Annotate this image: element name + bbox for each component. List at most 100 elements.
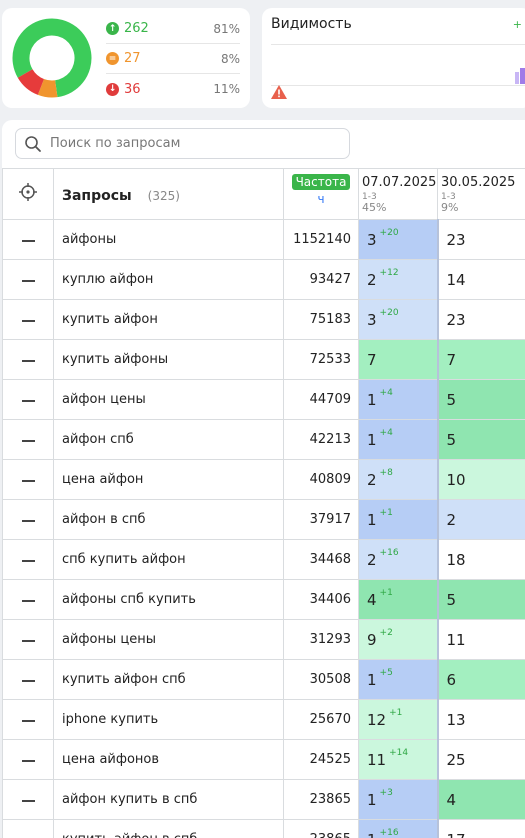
row-action-cell[interactable]	[2, 539, 54, 580]
query-cell[interactable]: айфоны спб купить	[53, 579, 284, 620]
collapse-dash-icon[interactable]	[21, 359, 35, 362]
position-cell[interactable]: 11	[437, 619, 525, 660]
query-cell[interactable]: цена айфон	[53, 459, 284, 500]
collapse-dash-icon[interactable]	[21, 679, 35, 682]
position-cell[interactable]: 18	[437, 539, 525, 580]
query-cell[interactable]: айфон купить в спб	[53, 779, 284, 820]
query-cell[interactable]: купить айфон спб	[53, 659, 284, 700]
position-cell[interactable]: 1 +4	[358, 419, 439, 460]
table-row[interactable]: цена айфонов 24525 11 +14 25	[2, 739, 525, 780]
table-row[interactable]: купить айфоны 72533 7 7	[2, 339, 525, 380]
frequency-column-header[interactable]: Частота ч	[283, 168, 359, 220]
query-cell[interactable]: куплю айфон	[53, 259, 284, 300]
position-cell[interactable]: 1 +5	[358, 659, 439, 700]
table-row[interactable]: айфоны 1152140 3 +20 23	[2, 219, 525, 260]
table-row[interactable]: айфон в спб 37917 1 +1 2	[2, 499, 525, 540]
table-row[interactable]: айфоны цены 31293 9 +2 11	[2, 619, 525, 660]
collapse-dash-icon[interactable]	[21, 399, 35, 402]
query-cell[interactable]: айфон цены	[53, 379, 284, 420]
query-cell[interactable]: айфоны цены	[53, 619, 284, 660]
table-row[interactable]: айфон цены 44709 1 +4 5	[2, 379, 525, 420]
frequency-unit[interactable]: ч	[317, 192, 325, 206]
collapse-dash-icon[interactable]	[21, 479, 35, 482]
position-cell[interactable]: 7	[358, 339, 439, 380]
position-cell[interactable]: 7	[437, 339, 525, 380]
position-cell[interactable]: 2 +16	[358, 539, 439, 580]
position-cell[interactable]: 11 +14	[358, 739, 439, 780]
position-cell[interactable]: 17	[437, 819, 525, 838]
row-action-cell[interactable]	[2, 619, 54, 660]
table-row[interactable]: купить айфон 75183 3 +20 23	[2, 299, 525, 340]
row-action-cell[interactable]	[2, 379, 54, 420]
query-cell[interactable]: айфон спб	[53, 419, 284, 460]
position-cell[interactable]: 5	[437, 579, 525, 620]
position-cell[interactable]: 5	[437, 419, 525, 460]
row-action-cell[interactable]	[2, 459, 54, 500]
row-action-cell[interactable]	[2, 699, 54, 740]
collapse-dash-icon[interactable]	[21, 239, 35, 242]
row-action-cell[interactable]	[2, 419, 54, 460]
date-column-header[interactable]: 30.05.2025 1-3 9%	[437, 168, 525, 220]
stat-up-row[interactable]: ↑ 262 81%	[106, 14, 240, 44]
position-cell[interactable]: 12 +1	[358, 699, 439, 740]
crosshair-icon[interactable]	[18, 182, 38, 202]
position-cell[interactable]: 1+16	[358, 819, 439, 838]
frequency-badge[interactable]: Частота	[291, 174, 351, 190]
position-cell[interactable]: 3 +20	[358, 219, 439, 260]
row-action-cell[interactable]	[2, 219, 54, 260]
position-cell[interactable]: 3 +20	[358, 299, 439, 340]
table-row[interactable]: iphone купить 25670 12 +1 13	[2, 699, 525, 740]
position-cell[interactable]: 2 +8	[358, 459, 439, 500]
row-action-cell[interactable]	[2, 499, 54, 540]
collapse-dash-icon[interactable]	[21, 319, 35, 322]
table-row[interactable]: куплю айфон 93427 2 +12 14	[2, 259, 525, 300]
query-cell[interactable]: айфоны	[53, 219, 284, 260]
table-row[interactable]: спб купить айфон 34468 2 +16 18	[2, 539, 525, 580]
position-cell[interactable]: 23	[437, 299, 525, 340]
warning-icon[interactable]	[270, 84, 288, 100]
query-cell[interactable]: купить айфоны	[53, 339, 284, 380]
position-cell[interactable]: 5	[437, 379, 525, 420]
row-action-cell[interactable]	[2, 259, 54, 300]
collapse-dash-icon[interactable]	[21, 279, 35, 282]
table-row[interactable]: цена айфон 40809 2 +8 10	[2, 459, 525, 500]
position-cell[interactable]: 6	[437, 659, 525, 700]
search-input[interactable]	[50, 136, 320, 151]
target-column-header[interactable]	[2, 168, 54, 220]
row-action-cell[interactable]	[2, 579, 54, 620]
position-cell[interactable]: 25	[437, 739, 525, 780]
row-action-cell[interactable]	[2, 339, 54, 380]
position-cell[interactable]: 10	[437, 459, 525, 500]
position-cell[interactable]: 14	[437, 259, 525, 300]
date-column-header[interactable]: 07.07.2025 1-3 45%	[358, 168, 438, 220]
table-row[interactable]: купить айфон спб 30508 1 +5 6	[2, 659, 525, 700]
table-row[interactable]: айфон спб 42213 1 +4 5	[2, 419, 525, 460]
queries-column-header[interactable]: Запросы (325)	[53, 168, 284, 220]
position-cell[interactable]: 13	[437, 699, 525, 740]
collapse-dash-icon[interactable]	[21, 559, 35, 562]
query-cell[interactable]: купить айфон в спб	[53, 819, 284, 838]
position-cell[interactable]: 1 +4	[358, 379, 439, 420]
position-cell[interactable]: 2	[437, 499, 525, 540]
row-action-cell[interactable]	[2, 299, 54, 340]
row-action-cell[interactable]	[2, 739, 54, 780]
position-cell[interactable]: 1 +1	[358, 499, 439, 540]
position-cell[interactable]: 23	[437, 219, 525, 260]
collapse-dash-icon[interactable]	[21, 599, 35, 602]
stat-down-row[interactable]: ↓ 36 11%	[106, 74, 240, 104]
row-action-cell[interactable]	[2, 779, 54, 820]
position-cell[interactable]: 4 +1	[358, 579, 439, 620]
collapse-dash-icon[interactable]	[21, 519, 35, 522]
collapse-dash-icon[interactable]	[21, 799, 35, 802]
row-action-cell[interactable]	[2, 659, 54, 700]
collapse-dash-icon[interactable]	[21, 719, 35, 722]
query-cell[interactable]: iphone купить	[53, 699, 284, 740]
row-action-cell[interactable]	[2, 819, 54, 838]
query-cell[interactable]: айфон в спб	[53, 499, 284, 540]
position-cell[interactable]: 9 +2	[358, 619, 439, 660]
position-cell[interactable]: 2 +12	[358, 259, 439, 300]
query-cell[interactable]: цена айфонов	[53, 739, 284, 780]
position-cell[interactable]: 4	[437, 779, 525, 820]
table-row[interactable]: айфон купить в спб 23865 1 +3 4	[2, 779, 525, 820]
query-cell[interactable]: купить айфон	[53, 299, 284, 340]
